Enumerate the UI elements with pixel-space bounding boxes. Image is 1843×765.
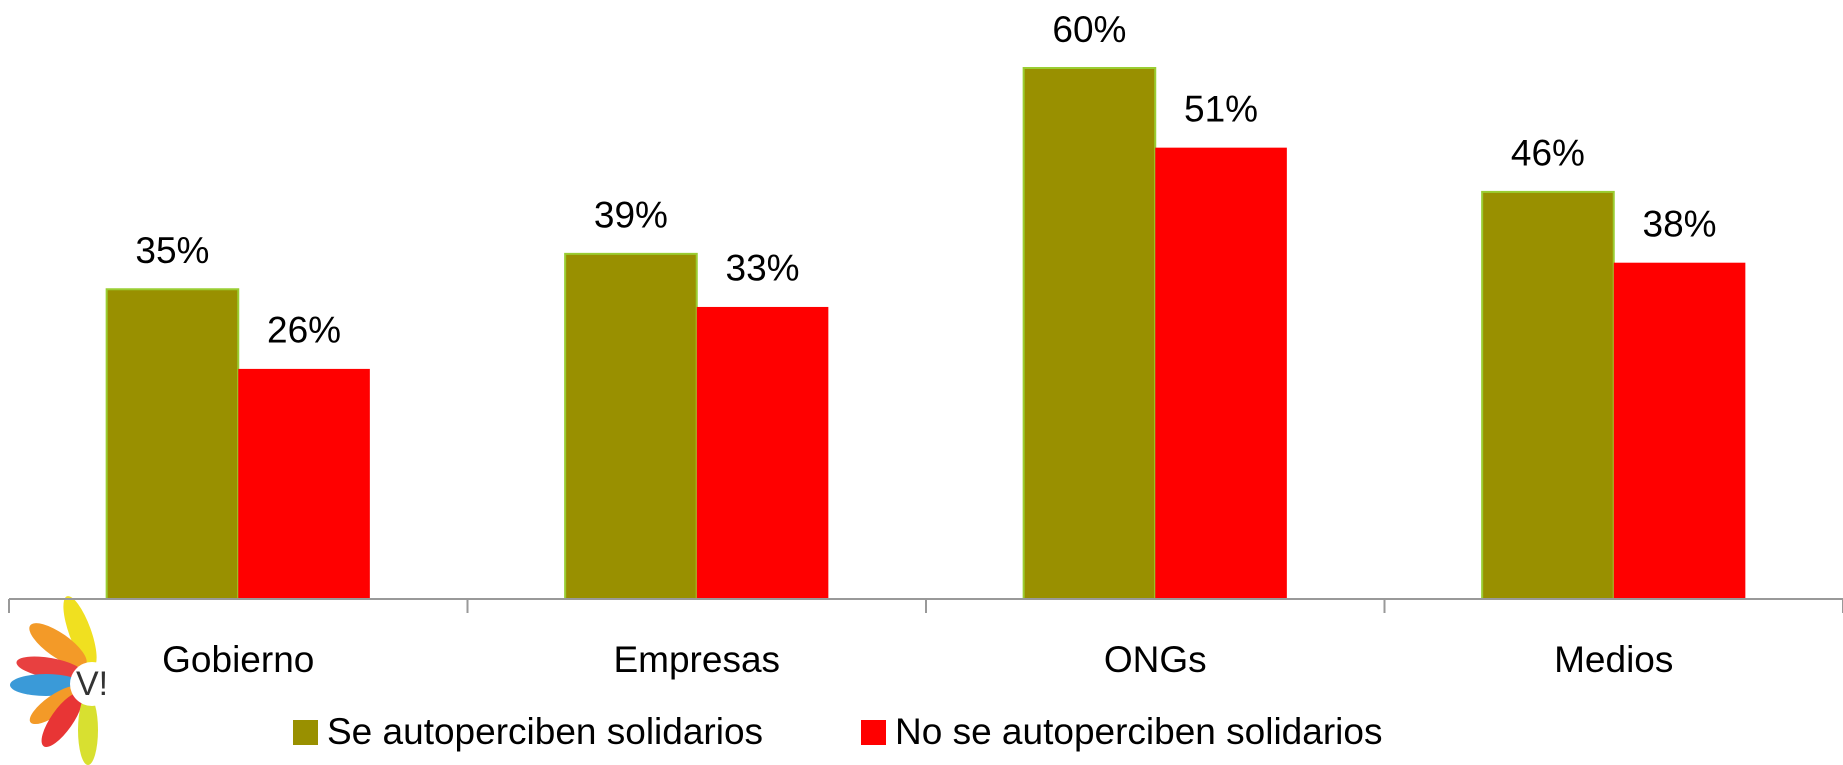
logo: V! (10, 596, 114, 765)
value-label: 51% (1184, 88, 1258, 129)
logo-text: V! (76, 665, 108, 703)
value-label: 60% (1052, 9, 1126, 50)
value-label: 39% (594, 195, 668, 236)
bar (1613, 262, 1746, 599)
logo-petal (29, 623, 87, 667)
bar (564, 252, 698, 600)
logo-petal (63, 596, 97, 668)
x-tick-label: Medios (1554, 639, 1673, 680)
logo-petal (16, 656, 84, 680)
bar (1155, 147, 1287, 599)
bar (696, 306, 829, 599)
value-label: 38% (1643, 203, 1717, 244)
legend-label: No se autoperciben solidarios (895, 711, 1382, 752)
x-tick-label: Gobierno (162, 639, 314, 680)
value-label: 35% (135, 230, 209, 271)
value-label: 26% (267, 310, 341, 351)
bar (1022, 67, 1157, 600)
logo-center (70, 662, 114, 706)
legend-label: Se autoperciben solidarios (327, 711, 763, 752)
value-label: 33% (726, 248, 800, 289)
x-tick-label: ONGs (1104, 639, 1207, 680)
bar (105, 288, 240, 600)
bar (1481, 190, 1615, 600)
logo-petal (41, 693, 83, 747)
x-tick-label: Empresas (613, 639, 780, 680)
legend-swatch (861, 720, 886, 745)
legend-swatch (293, 720, 318, 745)
logo-petal (78, 695, 98, 765)
logo-petal (29, 685, 81, 725)
value-label: 46% (1511, 133, 1585, 174)
bar (238, 368, 370, 599)
